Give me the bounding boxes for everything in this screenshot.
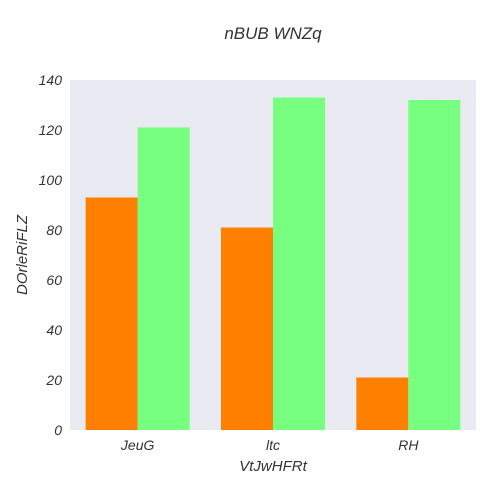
bars-group (85, 97, 461, 430)
bar-JeuG-series-1 (85, 197, 138, 430)
y-tick-label: 20 (45, 372, 62, 388)
bar-ltc-series-1 (221, 227, 273, 430)
y-tick-label: 100 (39, 172, 63, 188)
y-tick-label: 120 (39, 122, 63, 138)
x-tick-label: ltc (266, 437, 280, 453)
x-axis-label: VtJwHFRt (239, 458, 307, 475)
y-axis-label: DOrleRiFLZ (14, 214, 31, 295)
bar-ltc-series-2 (273, 97, 325, 430)
bar-JeuG-series-2 (137, 127, 190, 430)
x-ticks-group: JeuG ltc RH (120, 437, 419, 453)
bar-RH-series-2 (408, 100, 461, 430)
y-tick-label: 0 (54, 422, 62, 438)
bar-RH-series-1 (356, 377, 409, 430)
y-tick-label: 140 (39, 72, 63, 88)
y-ticks-group: 0 20 40 60 80 100 120 140 (39, 72, 63, 438)
y-tick-label: 80 (46, 222, 62, 238)
x-tick-label: JeuG (120, 437, 155, 453)
chart-title: nBUB WNZq (224, 24, 322, 43)
y-tick-label: 60 (46, 272, 62, 288)
x-tick-label: RH (398, 437, 419, 453)
y-tick-label: 40 (46, 322, 62, 338)
